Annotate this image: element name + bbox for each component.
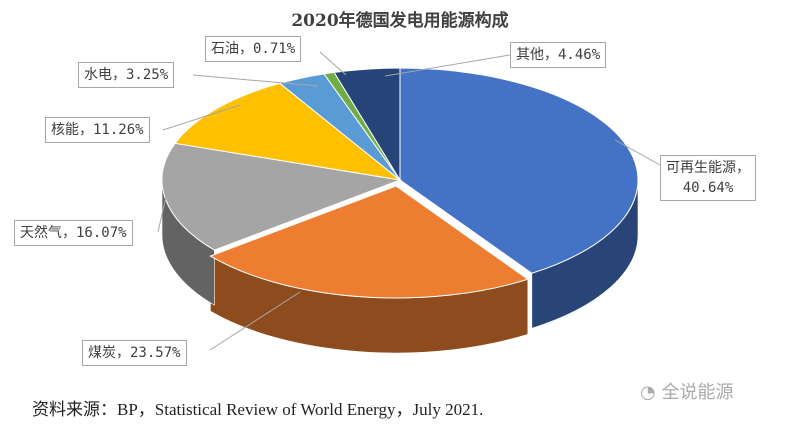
label-renewables-name: 可再生能源， <box>666 160 750 176</box>
leader-line-hydro <box>192 74 319 87</box>
label-renewables-value: 40.64% <box>682 180 734 196</box>
label-nuclear: 核能，11.26% <box>45 117 150 143</box>
leader-line-nuclear <box>162 104 241 131</box>
label-renewables: 可再生能源， 40.64% <box>660 155 756 201</box>
label-oil: 石油，0.71% <box>205 36 302 62</box>
leader-line-other <box>384 54 511 77</box>
label-coal: 煤炭，23.57% <box>82 340 187 366</box>
source-note: 资料来源：BP，Statistical Review of World Ener… <box>32 400 484 419</box>
pie-slice-coal <box>209 185 529 299</box>
leader-line-renewables <box>614 139 661 166</box>
pie-slice-other <box>333 67 401 182</box>
leader-line-coal <box>209 291 301 351</box>
watermark: ◔ 全说能源 <box>640 378 733 404</box>
leader-line-oil <box>319 51 347 76</box>
wechat-icon: ◔ <box>640 382 656 403</box>
watermark-text: 全说能源 <box>661 382 734 403</box>
leader-line-gas <box>157 187 169 233</box>
label-gas: 天然气，16.07% <box>14 220 133 246</box>
label-hydro: 水电，3.25% <box>78 62 175 88</box>
label-other: 其他，4.46% <box>510 42 607 68</box>
chart-title: 2020年德国发电用能源构成 <box>291 11 509 31</box>
